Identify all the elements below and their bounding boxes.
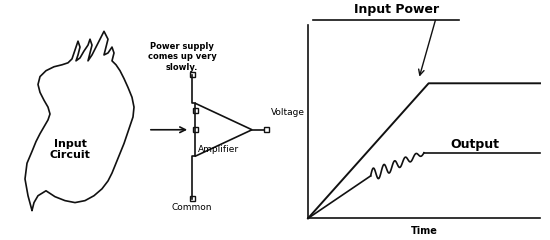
Text: Common: Common <box>172 203 212 212</box>
Text: Input Power: Input Power <box>354 3 439 16</box>
Text: Power supply
comes up very
slowly.: Power supply comes up very slowly. <box>147 42 216 72</box>
Bar <box>190 72 195 77</box>
Bar <box>263 127 268 132</box>
Text: Voltage: Voltage <box>271 108 305 117</box>
Text: Output: Output <box>450 138 499 151</box>
Text: Amplifier: Amplifier <box>197 145 239 154</box>
Text: Input
Circuit: Input Circuit <box>50 139 90 160</box>
Text: Time: Time <box>410 226 437 236</box>
Bar <box>190 196 195 201</box>
Bar <box>192 127 197 132</box>
Bar <box>192 108 197 113</box>
